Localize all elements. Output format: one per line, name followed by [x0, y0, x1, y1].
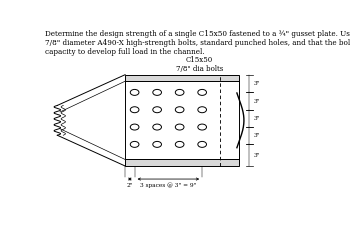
- Text: C15x50: C15x50: [186, 55, 214, 63]
- Bar: [125, 81, 239, 159]
- Circle shape: [130, 124, 139, 130]
- Text: 3 spaces @ 3" = 9": 3 spaces @ 3" = 9": [140, 183, 197, 189]
- Circle shape: [198, 107, 206, 113]
- Bar: [125, 159, 239, 166]
- Circle shape: [130, 107, 139, 113]
- Text: 7/8" dia bolts: 7/8" dia bolts: [176, 65, 223, 73]
- Text: 3": 3": [254, 116, 260, 121]
- Text: 3": 3": [254, 133, 260, 138]
- Circle shape: [153, 89, 161, 95]
- Circle shape: [153, 124, 161, 130]
- Circle shape: [175, 107, 184, 113]
- Text: 3": 3": [254, 153, 260, 158]
- Text: 3": 3": [254, 98, 260, 104]
- Circle shape: [198, 89, 206, 95]
- Circle shape: [175, 141, 184, 147]
- Circle shape: [130, 89, 139, 95]
- Text: 2": 2": [127, 183, 133, 188]
- Bar: [125, 75, 239, 81]
- Circle shape: [198, 141, 206, 147]
- Circle shape: [175, 124, 184, 130]
- Circle shape: [175, 89, 184, 95]
- Text: Determine the design strength of a single C15x50 fastened to a ¾" gusset plate. : Determine the design strength of a singl…: [45, 30, 350, 56]
- Circle shape: [153, 107, 161, 113]
- Circle shape: [198, 124, 206, 130]
- Circle shape: [130, 141, 139, 147]
- Text: 3": 3": [254, 81, 260, 86]
- Circle shape: [153, 141, 161, 147]
